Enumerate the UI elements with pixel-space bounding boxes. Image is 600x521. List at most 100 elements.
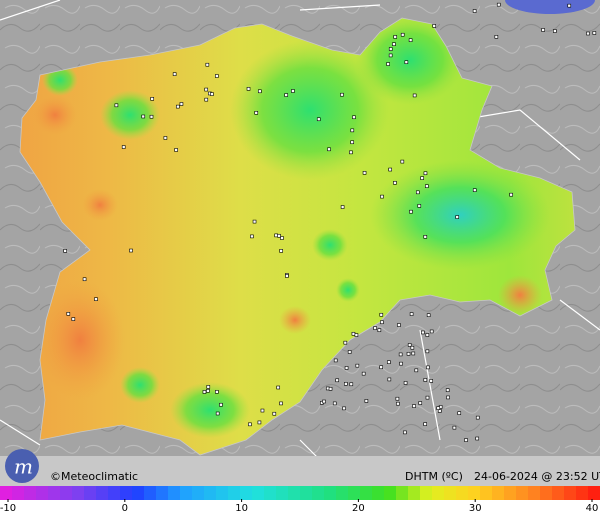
station [398,352,403,357]
station [291,89,295,93]
station [586,31,590,36]
station [340,205,345,209]
stations [63,2,597,442]
station [380,194,384,199]
station [328,386,333,391]
station [206,385,211,389]
station [322,399,326,404]
station [354,333,359,337]
station [179,102,184,106]
station [414,368,419,373]
scale-step [564,486,577,500]
scale-step [324,486,337,500]
station [141,114,146,119]
footer-band [0,456,600,486]
station [408,38,413,42]
station [472,9,477,13]
station [420,176,424,180]
station [455,215,460,219]
scale-step [96,486,109,500]
station [418,401,423,405]
station [350,140,354,145]
scale-step [192,486,205,500]
station [279,249,283,253]
scale-step [444,486,457,500]
scale-step [480,486,493,500]
station [364,399,369,403]
station [425,333,430,337]
station [425,395,430,400]
station [272,411,277,416]
station [407,343,412,347]
station [340,92,344,97]
timestamp: 24-06-2024 @ 23:52 UTC [474,470,600,483]
station [464,438,468,442]
station [397,323,401,327]
scale-tick-label: -10 [0,503,16,514]
station [172,72,177,76]
station [373,326,377,330]
scale-step [312,486,325,500]
station [333,358,338,363]
station [347,350,352,354]
station [406,351,411,356]
station [423,422,427,426]
scale-step [408,486,421,500]
station [202,390,207,394]
scale-step [516,486,529,500]
scale-step [228,486,241,500]
station [215,74,219,78]
station [393,180,397,185]
scale-step [132,486,145,500]
scale-step [156,486,169,500]
station [403,381,408,385]
credit: ©Meteoclimatic [50,470,138,483]
station [475,436,480,441]
station [129,248,133,253]
station [260,408,265,413]
station [404,60,409,65]
borders [0,0,600,470]
scale-step [36,486,49,500]
station [248,422,252,427]
scale-step [180,486,193,500]
station [284,93,288,97]
station [388,53,393,58]
scale-step [504,486,517,500]
station [410,345,415,350]
color-scale: -10 0 10 20 30 40 [0,486,600,514]
station [412,93,417,98]
station [176,104,180,109]
station [332,401,337,406]
station [395,396,400,401]
station [204,97,209,102]
variable: DHTM (ºC) [405,470,463,483]
scale-step [588,486,600,500]
station [252,219,257,224]
station [417,204,422,208]
station [388,47,393,51]
scale-step [348,486,361,500]
scale-step [240,486,253,500]
station [150,97,154,101]
scale-step [204,486,217,500]
station [553,29,557,33]
scale-step [12,486,25,500]
station [387,360,391,364]
station [215,390,219,394]
scale-step [360,486,373,500]
station [592,31,597,35]
station [423,171,428,176]
scale-step [60,486,73,500]
station [445,388,450,392]
scale-step [24,486,37,500]
station [355,363,360,368]
station [452,425,457,430]
station [426,313,431,318]
station [416,190,420,195]
station [351,331,356,336]
station [425,184,429,188]
station [379,365,383,370]
station [246,87,251,91]
